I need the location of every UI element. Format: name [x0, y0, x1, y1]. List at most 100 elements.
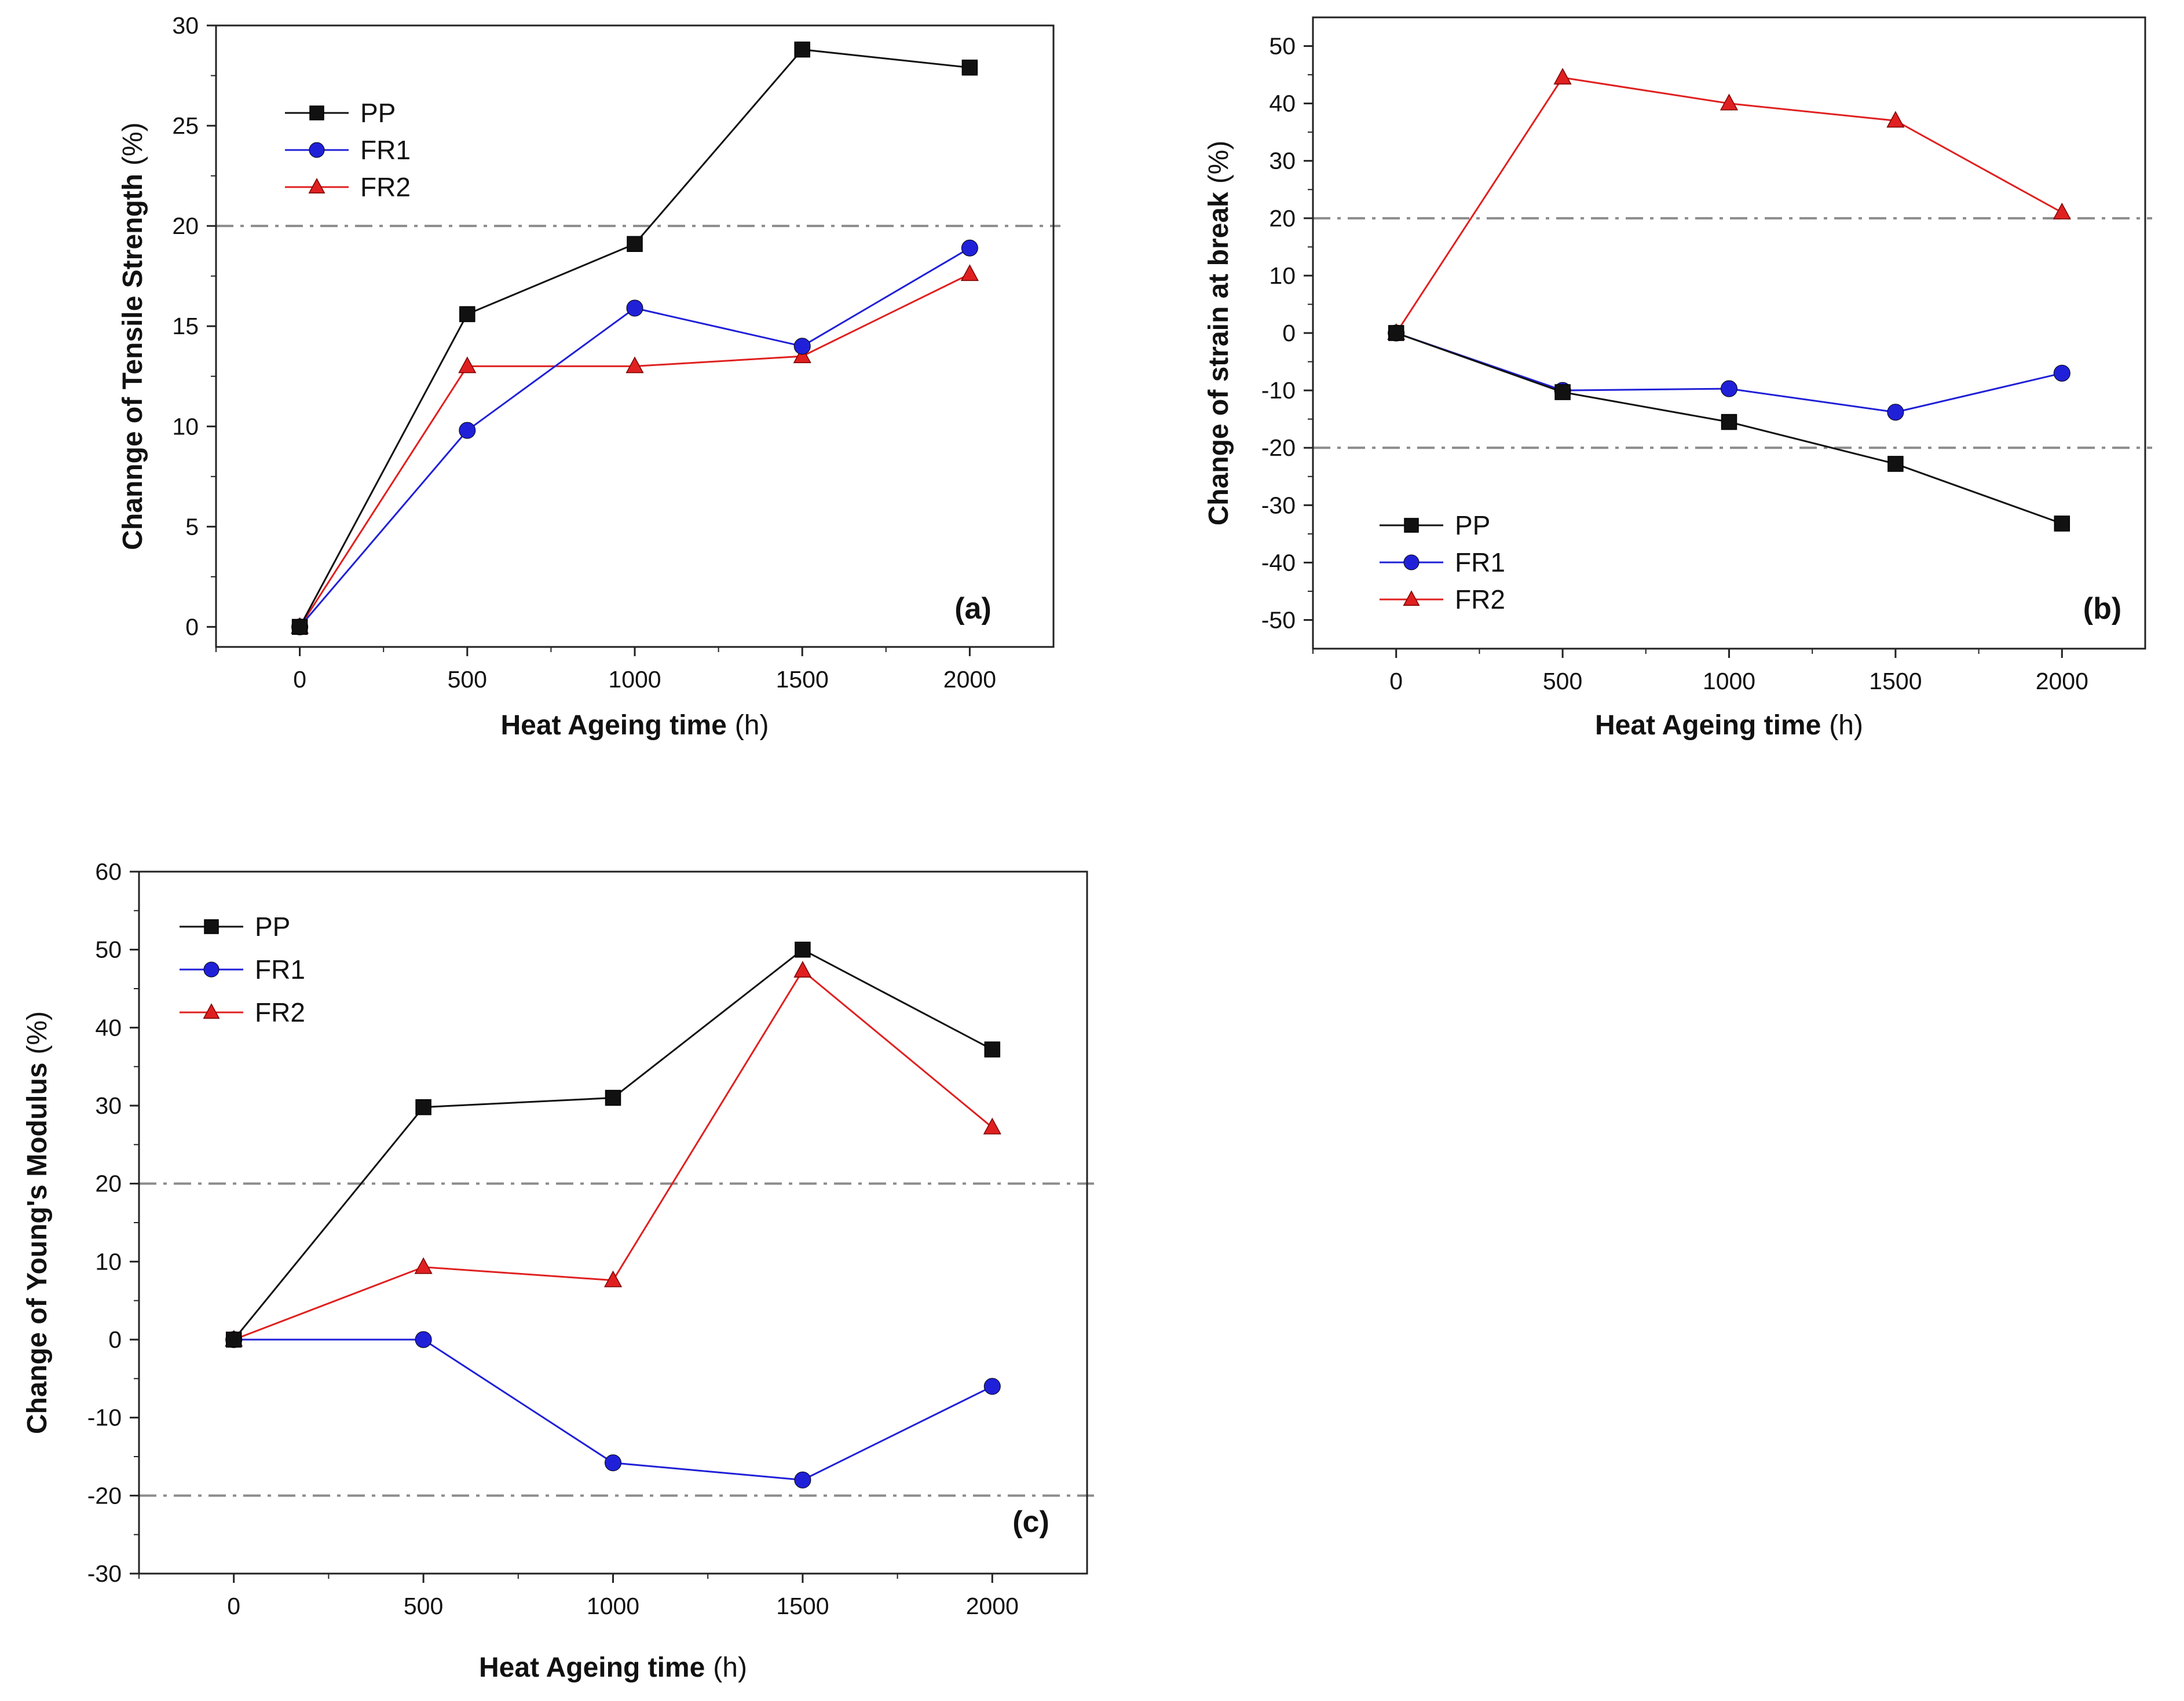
- y-tick-label: -40: [1261, 549, 1296, 576]
- data-point-fr1: [459, 422, 476, 439]
- y-tick-label: 0: [108, 1326, 122, 1353]
- y-tick-label: -20: [87, 1482, 122, 1509]
- chart-panel-3: -30 -20 -10 0 10 20 30 40 50 60 0 500 1000 1500 2000 He…: [22, 858, 1094, 1683]
- data-point-fr2: [625, 356, 644, 374]
- x-axis-unit: (h): [713, 1652, 747, 1683]
- x-axis-title-text: Heat Ageing time: [1595, 710, 1821, 741]
- y-tick-label: -10: [1261, 377, 1296, 404]
- data-point-fr1: [626, 299, 643, 317]
- data-point-pp: [291, 619, 308, 635]
- data-point-fr2: [793, 961, 812, 978]
- plot-frame: [215, 24, 1055, 648]
- legend-marker: [309, 105, 324, 120]
- series-line-fr2: [1395, 76, 2063, 334]
- data-point-fr2: [1553, 68, 1572, 85]
- data-point-pp: [459, 306, 475, 323]
- data-point-fr1: [794, 1471, 811, 1488]
- data-point-pp: [795, 941, 811, 958]
- legend-marker: [308, 178, 325, 194]
- data-point-pp: [961, 59, 978, 76]
- series-line-fr2: [299, 273, 971, 628]
- y-tick-label: 10: [95, 1248, 122, 1275]
- data-point-fr2: [414, 1257, 433, 1274]
- y-tick-label: -30: [87, 1560, 122, 1587]
- y-tick-label: 60: [95, 858, 122, 885]
- data-point-fr1: [1887, 404, 1904, 421]
- y-tick-label: 30: [172, 12, 199, 39]
- legend-label: PP: [360, 98, 396, 128]
- data-point-pp: [1554, 384, 1571, 400]
- y-axis-unit: (%): [22, 1011, 53, 1055]
- x-tick-label: 1500: [1869, 668, 1922, 694]
- x-tick-label: 1500: [776, 1593, 829, 1619]
- y-tick-label: 30: [95, 1092, 122, 1119]
- x-tick-label: 0: [1389, 668, 1403, 694]
- x-axis-unit: (h): [735, 710, 769, 741]
- legend-marker: [309, 142, 325, 158]
- series-line-fr1: [1396, 332, 2062, 414]
- legend-label: PP: [1455, 510, 1490, 540]
- y-tick-label: 30: [1269, 148, 1296, 174]
- panel-label: (c): [1012, 1505, 1049, 1539]
- legend-label: FR1: [255, 954, 305, 985]
- panel-label: (b): [2083, 592, 2121, 625]
- x-tick-label: 2000: [2036, 668, 2088, 694]
- y-tick-label: 40: [95, 1014, 122, 1041]
- y-axis-title-text: Change of Young's Modulus: [22, 1063, 53, 1435]
- data-point-fr2: [793, 346, 811, 363]
- y-axis-unit: (%): [118, 122, 148, 166]
- legend-marker: [1403, 554, 1420, 570]
- data-point-fr2: [1720, 93, 1739, 111]
- x-tick-label: 500: [404, 1593, 443, 1619]
- legend-label: FR2: [255, 997, 305, 1027]
- data-point-pp: [1388, 325, 1404, 341]
- data-point-fr1: [793, 338, 811, 355]
- legend-label: FR1: [360, 135, 411, 165]
- x-tick-label: 2000: [943, 666, 996, 693]
- y-tick-label: 5: [185, 513, 199, 540]
- y-axis-title: Channge of Tensile Strength (%): [118, 122, 148, 550]
- chart-panel-1: 0 5 10 15 20 25 30 0 500 1000 1500 2000 Heat Ageing …: [118, 12, 1060, 741]
- y-axis-title: Change of Young's Modulus (%): [22, 1011, 53, 1434]
- data-point-fr2: [983, 1117, 1001, 1135]
- y-axis-unit: (%): [1203, 141, 1234, 184]
- y-tick-label: 10: [172, 413, 199, 440]
- y-tick-label: 0: [185, 613, 199, 640]
- x-tick-label: 2000: [966, 1593, 1019, 1619]
- x-tick-label: 1000: [1703, 668, 1755, 694]
- data-point-pp: [1721, 414, 1737, 430]
- x-axis-title: Heat Ageing time (h): [1595, 710, 1863, 741]
- x-axis-unit: (h): [1829, 710, 1863, 741]
- data-point-fr1: [983, 1378, 1001, 1395]
- x-tick-label: 0: [227, 1593, 240, 1619]
- y-axis-title-text: Channge of Tensile Strength: [118, 174, 148, 550]
- x-tick-label: 500: [1543, 668, 1582, 694]
- data-point-fr1: [415, 1331, 432, 1348]
- y-tick-label: -10: [87, 1404, 122, 1431]
- y-axis-title-text: Change of strain at break: [1203, 192, 1234, 525]
- y-tick-label: 20: [1269, 205, 1296, 232]
- x-axis-title-text: Heat Ageing time: [501, 710, 727, 741]
- legend-label: FR2: [1455, 584, 1505, 614]
- legend-label: FR2: [360, 172, 411, 202]
- data-point-pp: [794, 41, 810, 58]
- y-tick-label: 50: [95, 937, 122, 963]
- x-tick-label: 1500: [776, 666, 829, 693]
- y-tick-label: 40: [1269, 90, 1296, 117]
- legend-marker: [204, 919, 219, 934]
- data-point-pp: [605, 1089, 621, 1106]
- legend-marker: [1404, 518, 1419, 533]
- y-tick-label: 15: [172, 313, 199, 339]
- data-point-pp: [2054, 515, 2070, 532]
- data-point-fr2: [2053, 203, 2071, 220]
- y-tick-label: 20: [95, 1170, 122, 1197]
- y-axis-title: Change of strain at break (%): [1203, 141, 1234, 526]
- y-tick-label: 10: [1269, 262, 1296, 289]
- plot-frame: [1312, 16, 2146, 650]
- x-tick-label: 500: [448, 666, 487, 693]
- legend-label: PP: [255, 912, 290, 942]
- y-tick-label: -20: [1261, 434, 1296, 461]
- data-point-pp: [627, 236, 643, 253]
- y-tick-label: -30: [1261, 492, 1296, 518]
